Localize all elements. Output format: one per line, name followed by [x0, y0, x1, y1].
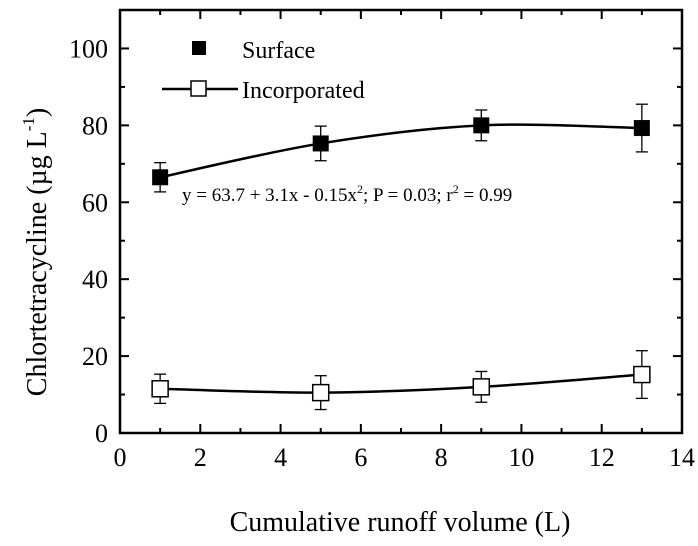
y-tick-label: 60: [82, 188, 108, 217]
error-bars: [154, 103, 648, 411]
legend: Surface Incorporated: [162, 38, 365, 104]
fit-curves: [159, 123, 642, 394]
data-point-surface: [312, 135, 329, 152]
y-axis-label: Chlortetracycline (µg L-1): [19, 108, 53, 396]
data-point-surface: [473, 117, 490, 134]
x-axis-label: Cumulative runoff volume (L): [230, 507, 571, 538]
y-tick-label: 40: [82, 265, 108, 294]
plot-frame: [118, 8, 684, 435]
axes: [118, 8, 684, 435]
x-tick-label: 14: [669, 443, 695, 472]
data-point-surface: [633, 120, 650, 137]
data-markers: [151, 117, 651, 402]
x-tick-label: 2: [194, 443, 207, 472]
x-tick-label: 0: [114, 443, 127, 472]
x-tick-label: 10: [508, 443, 534, 472]
y-tick-label: 80: [82, 111, 108, 140]
data-point-incorporated: [311, 383, 330, 402]
data-point-incorporated: [472, 378, 491, 396]
series-curve-0: [159, 123, 642, 179]
x-tick-label: 4: [274, 443, 287, 472]
x-tick-label: 8: [435, 443, 448, 472]
data-point-incorporated: [633, 365, 651, 384]
y-tick-label: 0: [95, 419, 108, 448]
legend-label-surface: Surface: [242, 38, 315, 64]
x-tick-label: 12: [589, 443, 615, 472]
tick-labels: 0 2 4 6 8 10 12 14 0 20 40 60 80 100: [69, 34, 695, 472]
legend-marker-surface: [192, 41, 206, 55]
legend-marker-incorporated: [190, 80, 207, 97]
y-tick-label: 100: [69, 34, 108, 63]
regression-annotation: y = 63.7 + 3.1x - 0.15x2; P = 0.03; r2 =…: [182, 182, 512, 206]
series-curve-1: [160, 373, 642, 394]
data-point-surface: [152, 169, 169, 186]
data-point-incorporated: [151, 380, 169, 398]
y-tick-label: 20: [82, 342, 108, 371]
legend-label-incorporated: Incorporated: [242, 78, 365, 104]
x-tick-label: 6: [354, 443, 367, 472]
